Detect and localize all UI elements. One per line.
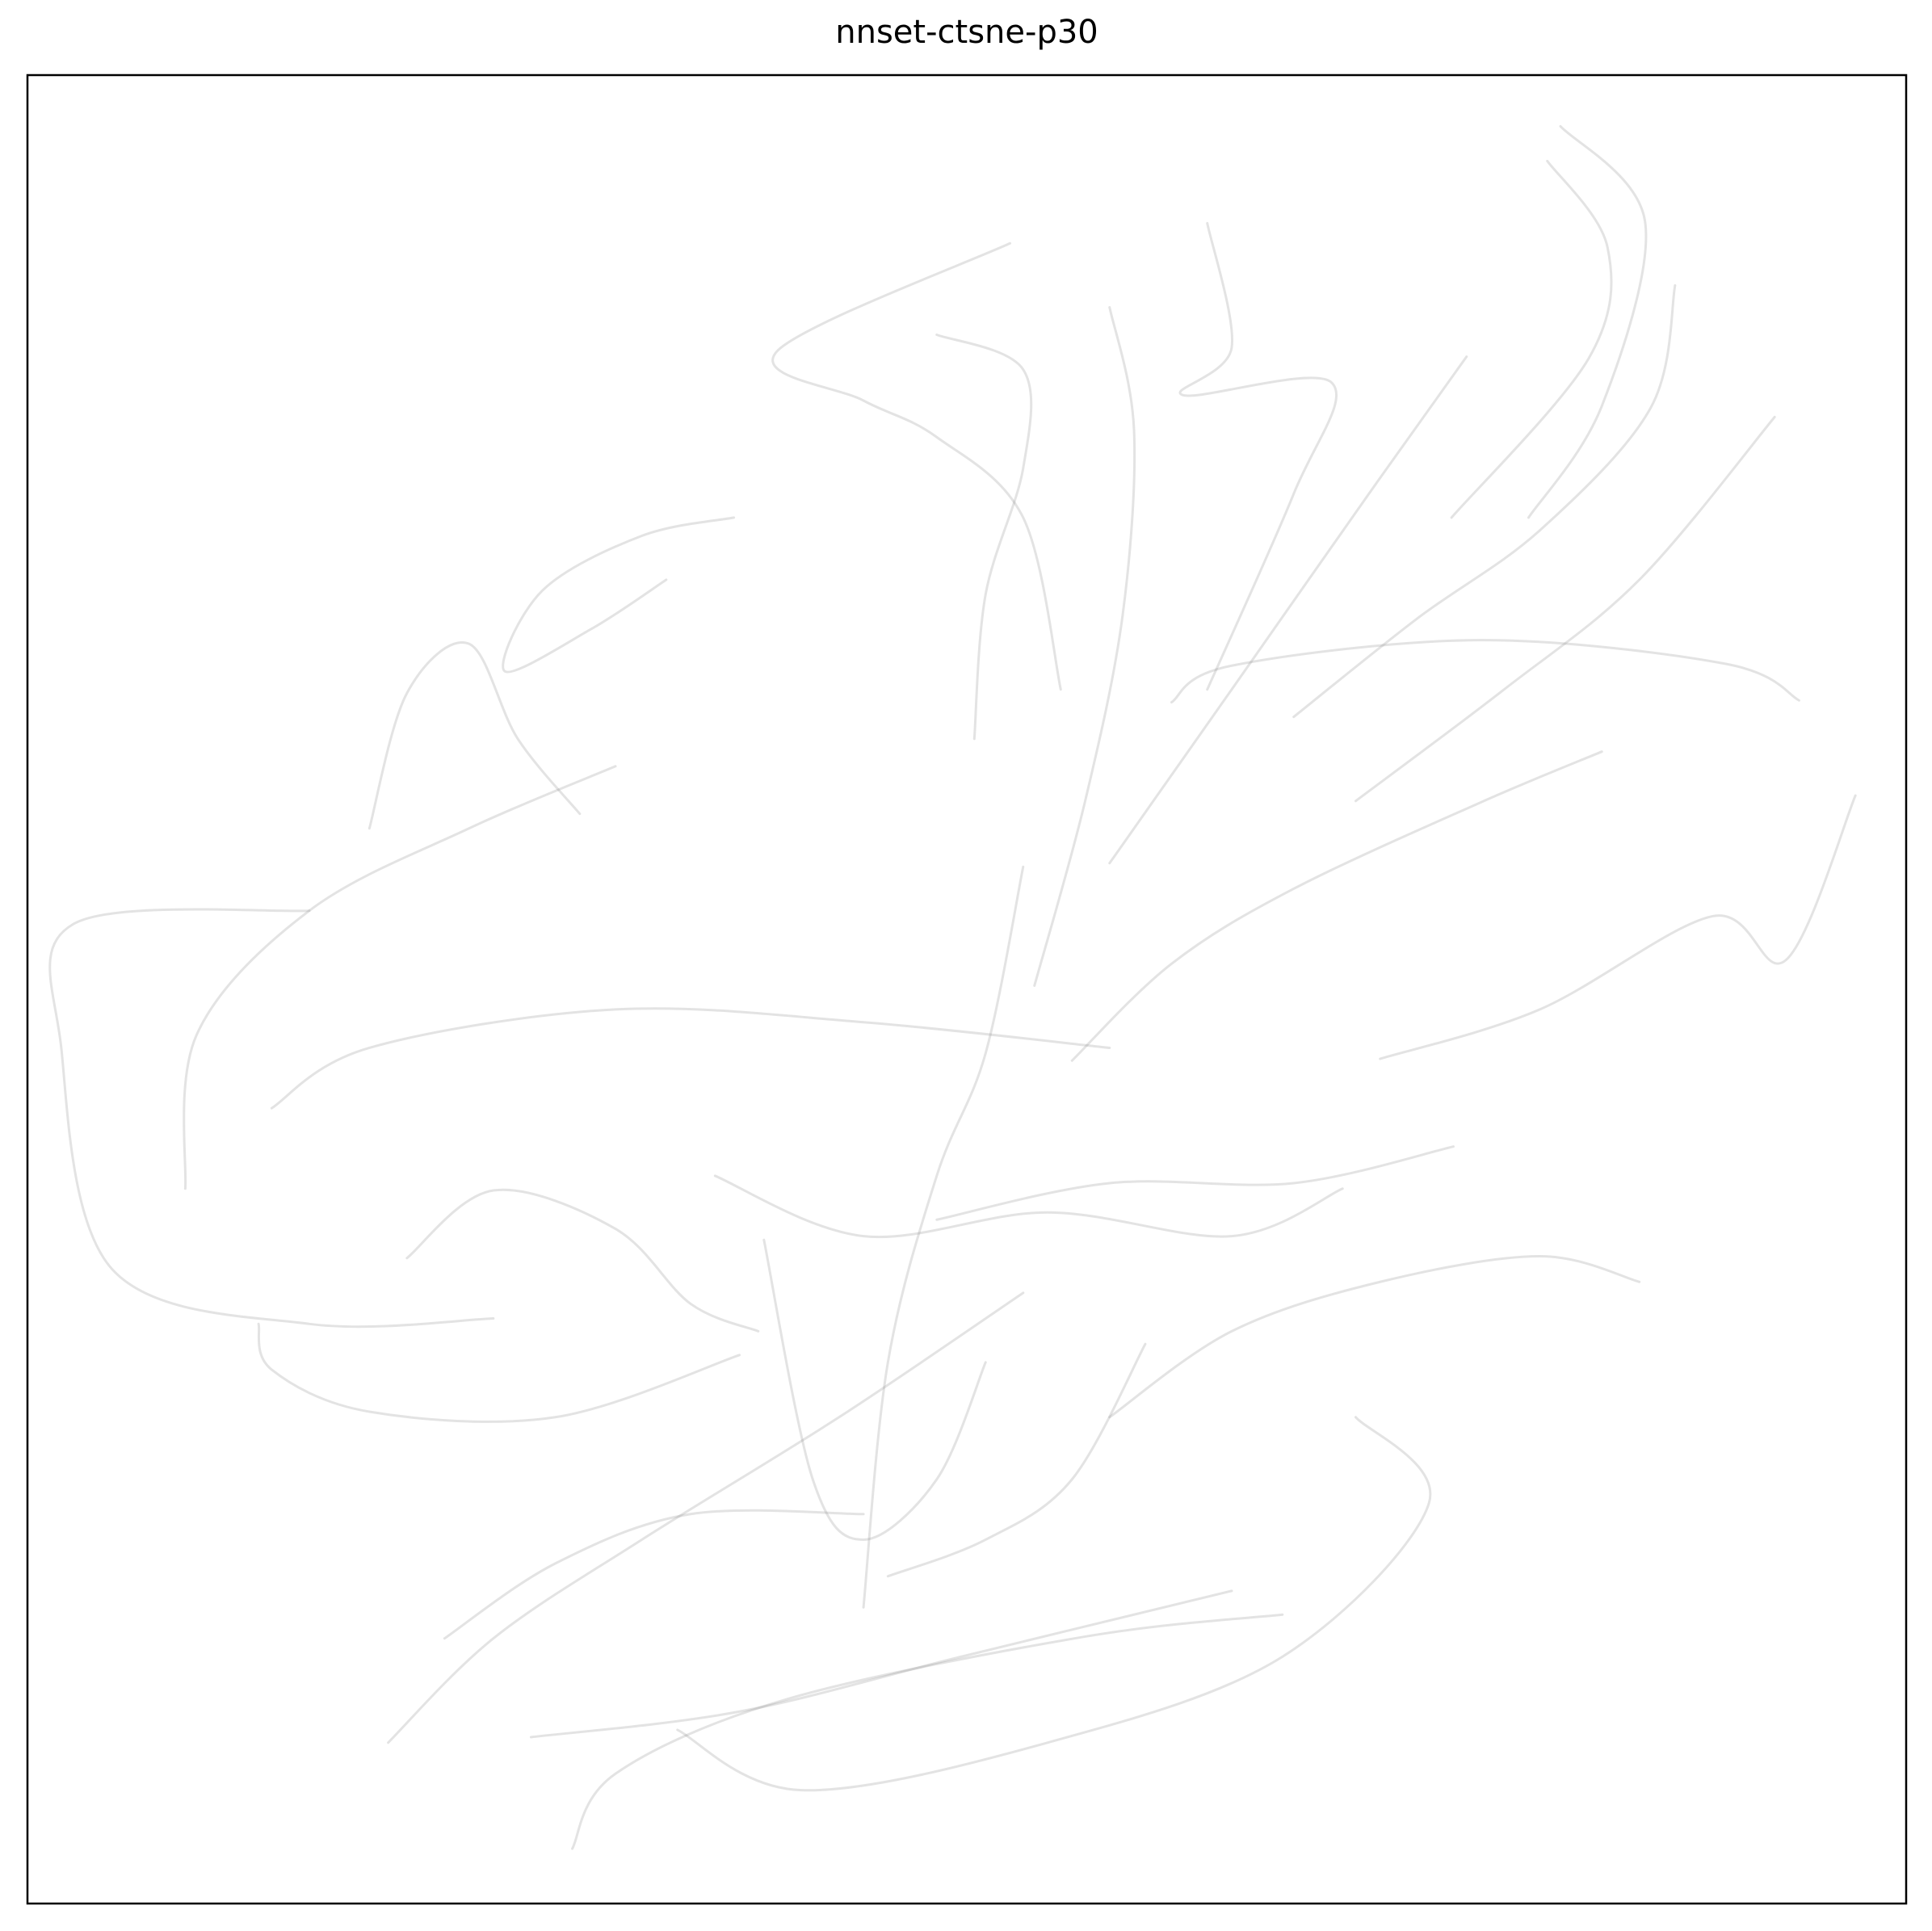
trajectory (443, 1509, 865, 1640)
trajectory (713, 1174, 1344, 1239)
trajectory (502, 516, 736, 674)
trajectory (862, 865, 1025, 1609)
trajectory (1033, 306, 1136, 987)
trajectory (257, 1322, 741, 1423)
trajectory (368, 641, 582, 830)
trajectory (935, 1145, 1455, 1221)
trajectory (1108, 1255, 1641, 1419)
trajectory (270, 1007, 1111, 1110)
trajectory (529, 1589, 1233, 1739)
trajectory (886, 1342, 1147, 1578)
trajectory (387, 1291, 1025, 1744)
trajectory (771, 241, 1062, 691)
trajectory (571, 1613, 1284, 1850)
trajectory (1379, 794, 1857, 1060)
trajectory (762, 1238, 987, 1541)
trajectory (183, 765, 617, 1190)
trajectory (1070, 750, 1603, 1062)
trajectory (1178, 221, 1338, 691)
trajectory (1354, 415, 1776, 803)
axes-frame (26, 73, 1908, 1905)
trajectory (1170, 639, 1800, 704)
trajectory (1527, 124, 1648, 519)
trajectory (935, 333, 1033, 741)
chart-title: nnset-ctsne-p30 (835, 14, 1098, 51)
trajectory (1450, 159, 1613, 519)
trajectory (405, 1188, 760, 1333)
lines (48, 124, 1857, 1850)
trajectory (676, 1416, 1432, 1792)
trajectory (1108, 355, 1468, 865)
trajectory (1292, 283, 1677, 719)
trajectory (48, 908, 495, 1329)
